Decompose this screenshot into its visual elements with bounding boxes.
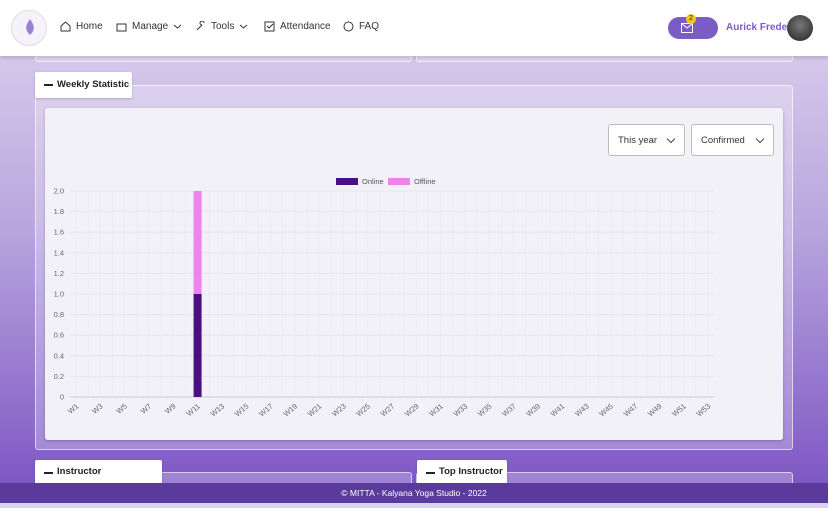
x-tick-label: W41 [549,402,567,419]
x-tick-label: W47 [622,402,640,419]
x-tick-label: W27 [379,402,397,419]
legend-swatch [336,178,358,185]
nav-label: Home [76,21,103,32]
x-tick-label: W15 [233,402,251,419]
x-tick-label: W3 [90,402,104,416]
y-tick-label: 1.8 [54,207,64,216]
x-tick-label: W39 [524,402,542,419]
period-select[interactable]: This year [608,124,685,156]
bar [193,191,202,294]
x-tick-label: W43 [573,402,591,419]
messages-button[interactable]: 2 [668,14,718,39]
y-tick-label: 0.6 [54,331,64,340]
section-tab: Weekly Statistic [35,72,132,98]
logo[interactable] [11,10,47,46]
nav-label: FAQ [359,21,380,32]
x-tick-label: W45 [597,402,615,419]
x-tick-label: W25 [354,402,372,419]
footer: © MITTA - Kalyana Yoga Studio - 2022 [0,483,828,503]
legend-swatch [388,178,410,185]
logo-icon [26,19,34,35]
section-tab: Instructor Performance [35,460,162,501]
x-tick-label: W5 [115,402,129,416]
nav-label: Manage [132,21,169,32]
x-tick-label: W33 [452,402,470,419]
y-tick-label: 0.8 [54,310,64,319]
x-tick-label: W37 [500,402,518,419]
x-tick-label: W17 [257,402,275,419]
x-tick-label: W29 [403,402,421,419]
x-tick-label: W13 [209,402,227,419]
avatar[interactable] [787,15,813,41]
nav-attendance[interactable]: Attendance [264,21,331,32]
status-select[interactable]: Confirmed [691,124,774,156]
x-tick-label: W53 [695,402,713,419]
legend-label: Online [362,177,384,186]
x-tick-label: W51 [670,402,688,419]
nav-home[interactable]: Home [60,21,103,32]
nav-faq[interactable]: FAQ [343,21,379,32]
section-tab: Top Instructor [417,460,507,484]
x-tick-label: W49 [646,402,664,419]
badge: 2 [686,14,696,24]
user-name[interactable]: Aurick Frederick [726,22,805,33]
x-tick-label: W35 [476,402,494,419]
navbar: Home Manage Tools Attendance FAQ 2 Auric… [0,0,828,56]
y-tick-label: 1.6 [54,228,64,237]
y-tick-label: 0.2 [54,372,64,381]
nav-label: Tools [211,21,235,32]
x-tick-label: W1 [66,402,80,416]
y-tick-label: 1.2 [54,269,64,278]
x-tick-label: W21 [306,402,324,419]
chart-card [45,108,783,440]
y-tick-label: 1.0 [54,290,64,299]
x-tick-label: W9 [163,402,177,416]
nav-manage[interactable]: Manage [116,21,182,32]
x-tick-label: W7 [139,402,153,416]
legend-label: Offline [414,177,436,186]
y-tick-label: 0 [60,393,64,402]
x-tick-label: W31 [427,402,445,419]
y-tick-label: 1.4 [54,248,64,257]
y-tick-label: 0.4 [54,351,64,360]
bar [193,294,202,397]
x-tick-label: W23 [330,402,348,419]
nav-tools[interactable]: Tools [195,21,248,32]
nav-label: Attendance [280,21,331,32]
x-tick-label: W19 [281,402,299,419]
y-tick-label: 2.0 [54,187,64,196]
x-tick-label: W11 [185,402,202,418]
